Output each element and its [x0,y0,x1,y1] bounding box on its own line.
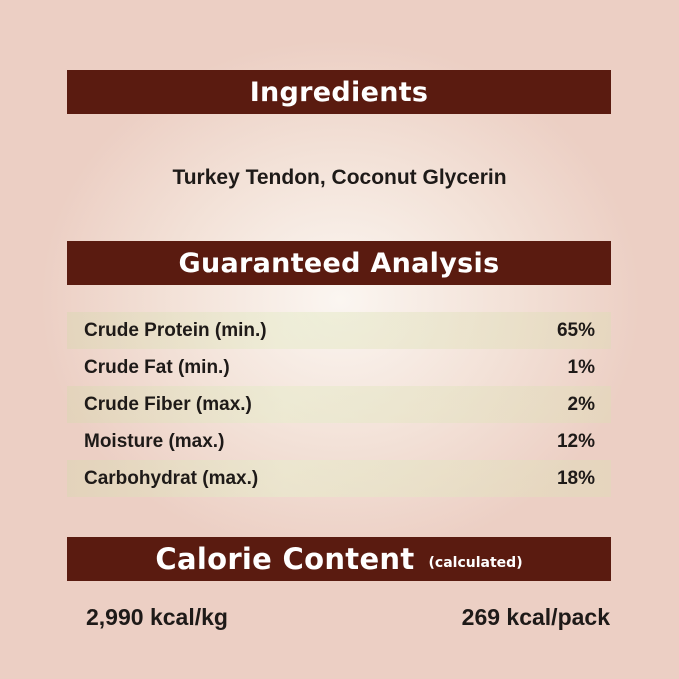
table-row: Crude Fiber (max.) 2% [67,386,611,423]
row-value: 1% [567,356,595,378]
calorie-per-pack: 269 kcal/pack [461,604,610,630]
analysis-banner: Guaranteed Analysis [67,241,611,285]
row-value: 65% [556,319,595,341]
ingredients-banner: Ingredients [67,70,611,114]
ingredients-title: Ingredients [249,76,429,108]
row-label: Crude Protein (min.) [84,319,267,341]
analysis-title: Guaranteed Analysis [178,247,500,279]
calorie-subtitle: (calculated) [428,555,523,571]
table-row: Crude Protein (min.) 65% [67,312,611,349]
table-row: Carbohydrat (max.) 18% [67,460,611,497]
analysis-table: Crude Protein (min.) 65% Crude Fat (min.)… [67,312,611,497]
table-row: Moisture (max.) 12% [67,423,611,460]
calorie-banner: Calorie Content (calculated) [67,537,611,581]
row-label: Carbohydrat (max.) [84,467,259,489]
calorie-title: Calorie Content [155,542,415,576]
row-label: Moisture (max.) [84,430,225,452]
table-row: Crude Fat (min.) 1% [67,349,611,386]
row-value: 18% [556,467,595,489]
calorie-per-kg: 2,990 kcal/kg [86,604,228,630]
ingredients-text: Turkey Tendon, Coconut Glycerin [172,166,507,189]
row-label: Crude Fat (min.) [84,356,230,378]
row-label: Crude Fiber (max.) [84,393,252,415]
row-value: 2% [567,393,595,415]
row-value: 12% [556,430,595,452]
